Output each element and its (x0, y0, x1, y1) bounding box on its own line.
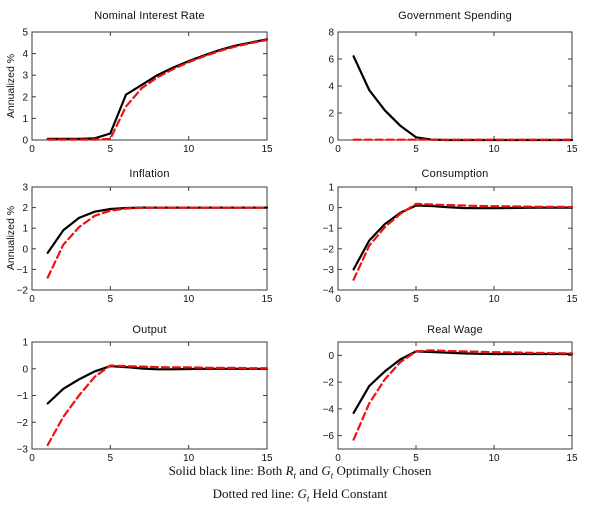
svg-text:10: 10 (488, 294, 500, 305)
svg-text:0: 0 (335, 294, 341, 305)
svg-text:5: 5 (108, 294, 114, 305)
svg-text:15: 15 (261, 294, 273, 305)
subplot-real-wage: 0 5 10 15 −6 −4 −2 0 (312, 336, 578, 465)
svg-text:10: 10 (183, 453, 195, 464)
svg-text:0: 0 (29, 294, 35, 305)
subplot-government-spending: 0 5 10 15 0 2 4 6 8 (312, 26, 578, 156)
svg-text:10: 10 (488, 144, 500, 155)
svg-text:1: 1 (22, 338, 28, 349)
plot-area-nominal-interest-rate: 0 5 10 15 0 1 2 3 4 5 (22, 28, 273, 156)
svg-text:5: 5 (108, 144, 114, 155)
svg-text:2: 2 (22, 203, 28, 214)
svg-text:−1: −1 (17, 391, 29, 402)
svg-text:−2: −2 (323, 378, 335, 389)
plot-area-inflation: 0 5 10 15 −2 −1 0 1 2 3 (17, 183, 273, 306)
subplot-nominal-interest-rate: 0 5 10 15 0 1 2 3 4 5 (6, 26, 273, 156)
svg-text:−6: −6 (323, 431, 335, 442)
caption-text: Solid black line: Both (168, 463, 286, 478)
svg-text:4: 4 (328, 82, 334, 93)
plot-area-real-wage: 0 5 10 15 −6 −4 −2 0 (323, 341, 578, 464)
svg-text:1: 1 (22, 224, 28, 235)
svg-text:−2: −2 (323, 244, 335, 255)
figure-caption: Solid black line: Both Rt and Gt Optimal… (0, 462, 600, 507)
svg-text:15: 15 (261, 453, 273, 464)
svg-text:1: 1 (22, 114, 28, 125)
svg-text:−3: −3 (17, 445, 29, 456)
svg-text:10: 10 (488, 453, 500, 464)
svg-text:6: 6 (328, 55, 334, 66)
svg-text:0: 0 (328, 351, 334, 362)
svg-text:2: 2 (328, 109, 334, 120)
svg-text:5: 5 (413, 294, 419, 305)
plot-area-government-spending: 0 5 10 15 0 2 4 6 8 (328, 28, 578, 156)
svg-text:0: 0 (328, 203, 334, 214)
svg-text:0: 0 (22, 244, 28, 255)
chart-title-real-wage: Real Wage (427, 324, 483, 336)
svg-text:−4: −4 (323, 286, 335, 297)
svg-text:3: 3 (22, 71, 28, 82)
subplot-consumption: 0 5 10 15 −4 −3 −2 −1 0 1 (312, 181, 578, 306)
chart-title-inflation: Inflation (129, 168, 170, 180)
svg-text:15: 15 (566, 294, 578, 305)
caption-text: Dotted red line: (212, 485, 298, 501)
svg-text:−2: −2 (17, 418, 29, 429)
caption-line-dotted-red: Dotted red line: Gt Held Constant (0, 485, 600, 508)
svg-text:4: 4 (22, 49, 28, 60)
math-var-G: Gt (297, 485, 310, 504)
subplot-output: 0 5 10 15 −3 −2 −1 0 1 (6, 336, 273, 465)
svg-text:15: 15 (566, 453, 578, 464)
svg-text:0: 0 (335, 144, 341, 155)
svg-text:10: 10 (183, 144, 195, 155)
chart-title-nominal-interest-rate: Nominal Interest Rate (94, 10, 205, 22)
svg-text:5: 5 (108, 453, 114, 464)
svg-text:−4: −4 (323, 404, 335, 415)
caption-text: and (296, 463, 322, 478)
svg-text:−1: −1 (323, 224, 335, 235)
math-var-G: Gt (321, 463, 334, 481)
svg-text:−3: −3 (323, 265, 335, 276)
svg-text:0: 0 (328, 136, 334, 147)
svg-text:5: 5 (22, 28, 28, 39)
svg-text:1: 1 (328, 183, 334, 194)
svg-text:15: 15 (566, 144, 578, 155)
chart-title-output: Output (132, 324, 167, 336)
svg-text:8: 8 (328, 28, 334, 39)
svg-text:3: 3 (22, 183, 28, 194)
svg-text:0: 0 (29, 144, 35, 155)
chart-title-consumption: Consumption (421, 168, 489, 180)
svg-text:2: 2 (22, 92, 28, 103)
svg-text:5: 5 (413, 144, 419, 155)
chart-title-government-spending: Government Spending (398, 10, 512, 22)
svg-text:0: 0 (29, 453, 35, 464)
plot-area-output: 0 5 10 15 −3 −2 −1 0 1 (17, 338, 273, 465)
svg-text:5: 5 (413, 453, 419, 464)
svg-text:10: 10 (183, 294, 195, 305)
svg-text:0: 0 (22, 136, 28, 147)
caption-text: Held Constant (309, 485, 388, 501)
math-var-R: Rt (285, 463, 297, 481)
caption-line-solid-black: Solid black line: Both Rt and Gt Optimal… (0, 462, 600, 485)
caption-text: Optimally Chosen (333, 463, 432, 478)
svg-text:−1: −1 (17, 265, 29, 276)
svg-text:−2: −2 (17, 286, 29, 297)
svg-text:15: 15 (261, 144, 273, 155)
plot-area-consumption: 0 5 10 15 −4 −3 −2 −1 0 1 (323, 183, 578, 306)
svg-text:0: 0 (335, 453, 341, 464)
svg-text:0: 0 (22, 364, 28, 375)
subplot-inflation: 0 5 10 15 −2 −1 0 1 2 3 (6, 181, 273, 306)
